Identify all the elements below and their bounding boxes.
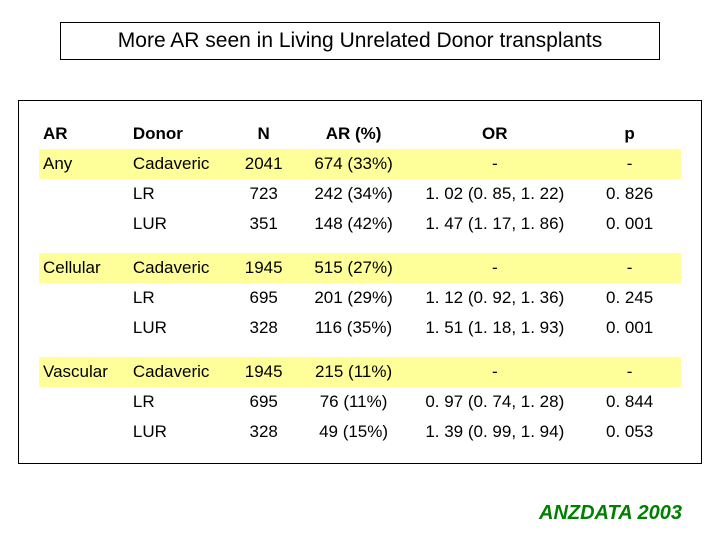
cell-or: - bbox=[411, 149, 578, 179]
cell-n: 328 bbox=[232, 313, 296, 343]
cell-n: 2041 bbox=[232, 149, 296, 179]
table-row: LUR328116 (35%)1. 51 (1. 18, 1. 93)0. 00… bbox=[39, 313, 681, 343]
table-row: LUR32849 (15%)1. 39 (0. 99, 1. 94)0. 053 bbox=[39, 417, 681, 447]
col-header-n: N bbox=[232, 119, 296, 149]
cell-p: - bbox=[578, 357, 681, 387]
cell-or: - bbox=[411, 253, 578, 283]
cell-p: 0. 001 bbox=[578, 313, 681, 343]
table-header-row: AR Donor N AR (%) OR p bbox=[39, 119, 681, 149]
cell-donor: Cadaveric bbox=[129, 357, 232, 387]
cell-donor: LUR bbox=[129, 313, 232, 343]
table-row: LR695201 (29%)1. 12 (0. 92, 1. 36)0. 245 bbox=[39, 283, 681, 313]
cell-n: 351 bbox=[232, 209, 296, 239]
cell-ar bbox=[39, 313, 129, 343]
cell-arp: 215 (11%) bbox=[296, 357, 412, 387]
cell-or: 1. 12 (0. 92, 1. 36) bbox=[411, 283, 578, 313]
cell-ar: Vascular bbox=[39, 357, 129, 387]
cell-n: 1945 bbox=[232, 253, 296, 283]
table-spacer-row bbox=[39, 343, 681, 357]
slide-title: More AR seen in Living Unrelated Donor t… bbox=[60, 22, 660, 60]
cell-arp: 242 (34%) bbox=[296, 179, 412, 209]
cell-donor: Cadaveric bbox=[129, 149, 232, 179]
table-row: LUR351148 (42%)1. 47 (1. 17, 1. 86)0. 00… bbox=[39, 209, 681, 239]
data-table-container: AR Donor N AR (%) OR p AnyCadaveric20416… bbox=[18, 100, 702, 464]
col-header-or: OR bbox=[411, 119, 578, 149]
cell-arp: 49 (15%) bbox=[296, 417, 412, 447]
cell-ar: Any bbox=[39, 149, 129, 179]
table-row: LR69576 (11%)0. 97 (0. 74, 1. 28)0. 844 bbox=[39, 387, 681, 417]
cell-p: - bbox=[578, 149, 681, 179]
cell-donor: LUR bbox=[129, 209, 232, 239]
cell-arp: 76 (11%) bbox=[296, 387, 412, 417]
col-header-donor: Donor bbox=[129, 119, 232, 149]
cell-p: - bbox=[578, 253, 681, 283]
table-spacer-row bbox=[39, 239, 681, 253]
cell-donor: LUR bbox=[129, 417, 232, 447]
cell-or: 1. 47 (1. 17, 1. 86) bbox=[411, 209, 578, 239]
table-row: LR723242 (34%)1. 02 (0. 85, 1. 22)0. 826 bbox=[39, 179, 681, 209]
cell-ar bbox=[39, 209, 129, 239]
cell-p: 0. 245 bbox=[578, 283, 681, 313]
cell-or: 1. 51 (1. 18, 1. 93) bbox=[411, 313, 578, 343]
cell-or: - bbox=[411, 357, 578, 387]
cell-ar bbox=[39, 387, 129, 417]
cell-p: 0. 826 bbox=[578, 179, 681, 209]
cell-or: 0. 97 (0. 74, 1. 28) bbox=[411, 387, 578, 417]
col-header-p: p bbox=[578, 119, 681, 149]
cell-p: 0. 844 bbox=[578, 387, 681, 417]
cell-ar: Cellular bbox=[39, 253, 129, 283]
cell-arp: 201 (29%) bbox=[296, 283, 412, 313]
table-row: VascularCadaveric1945215 (11%)-- bbox=[39, 357, 681, 387]
cell-ar bbox=[39, 283, 129, 313]
cell-p: 0. 001 bbox=[578, 209, 681, 239]
cell-n: 695 bbox=[232, 387, 296, 417]
table-row: AnyCadaveric2041674 (33%)-- bbox=[39, 149, 681, 179]
cell-n: 1945 bbox=[232, 357, 296, 387]
cell-ar bbox=[39, 179, 129, 209]
cell-or: 1. 39 (0. 99, 1. 94) bbox=[411, 417, 578, 447]
cell-n: 723 bbox=[232, 179, 296, 209]
cell-n: 695 bbox=[232, 283, 296, 313]
source-label: ANZDATA 2003 bbox=[539, 502, 682, 525]
cell-p: 0. 053 bbox=[578, 417, 681, 447]
cell-arp: 116 (35%) bbox=[296, 313, 412, 343]
ar-table: AR Donor N AR (%) OR p AnyCadaveric20416… bbox=[39, 119, 681, 447]
col-header-arp: AR (%) bbox=[296, 119, 412, 149]
cell-arp: 515 (27%) bbox=[296, 253, 412, 283]
cell-donor: LR bbox=[129, 387, 232, 417]
table-body: AnyCadaveric2041674 (33%)--LR723242 (34%… bbox=[39, 149, 681, 447]
cell-arp: 148 (42%) bbox=[296, 209, 412, 239]
cell-donor: LR bbox=[129, 179, 232, 209]
cell-donor: Cadaveric bbox=[129, 253, 232, 283]
cell-n: 328 bbox=[232, 417, 296, 447]
table-row: CellularCadaveric1945515 (27%)-- bbox=[39, 253, 681, 283]
col-header-ar: AR bbox=[39, 119, 129, 149]
cell-arp: 674 (33%) bbox=[296, 149, 412, 179]
cell-donor: LR bbox=[129, 283, 232, 313]
cell-or: 1. 02 (0. 85, 1. 22) bbox=[411, 179, 578, 209]
cell-ar bbox=[39, 417, 129, 447]
